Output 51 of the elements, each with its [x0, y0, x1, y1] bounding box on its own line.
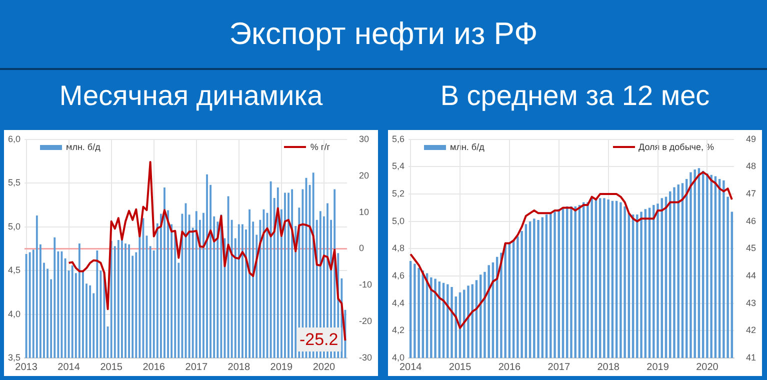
chart-subtitle: В среднем за 12 мес — [439, 80, 711, 113]
y2-tick-label: 43 — [746, 298, 756, 308]
y2-tick-label: 30 — [358, 134, 370, 144]
y-tick-label: 5,6 — [392, 134, 405, 144]
y-tick-label: 4,4 — [392, 298, 405, 308]
y-tick-label: 4,0 — [392, 352, 405, 362]
chart-subtitle: Месячная динамика — [58, 80, 324, 113]
y2-tick-label: 42 — [746, 325, 756, 336]
y-tick-label: 3,5 — [8, 352, 21, 362]
y2-tick-label: -20 — [358, 316, 372, 326]
x-tick-label: 2018 — [597, 362, 620, 373]
y2-tick-label: 46 — [746, 216, 756, 226]
chart-title: Экспорт нефти из РФ — [0, 0, 767, 70]
legend-label: % г/г — [310, 142, 330, 152]
x-tick-label: 2016 — [142, 362, 166, 373]
y-tick-label: 5,5 — [8, 178, 21, 188]
y-tick-label: 4,2 — [392, 325, 405, 336]
y2-tick-label: 49 — [746, 134, 756, 144]
y-tick-label: 4,5 — [8, 265, 21, 276]
x-tick-label: 2020 — [312, 362, 336, 373]
x-tick-label: 2015 — [100, 362, 123, 373]
y2-tick-label: 48 — [746, 161, 756, 172]
y-tick-label: 5,4 — [392, 161, 405, 172]
x-tick-label: 2013 — [15, 362, 38, 373]
y2-tick-label: 47 — [746, 188, 756, 199]
y2-tick-label: -30 — [358, 352, 372, 362]
y2-tick-label: 45 — [746, 243, 756, 254]
y-tick-label: 4,0 — [8, 308, 21, 319]
y-tick-label: 6,0 — [8, 134, 21, 144]
x-tick-label: 2017 — [548, 362, 570, 373]
x-tick-label: 2016 — [498, 362, 522, 373]
y-tick-label: 4,8 — [392, 243, 405, 254]
x-tick-label: 2014 — [58, 362, 80, 373]
y2-tick-label: 44 — [746, 270, 756, 281]
y-tick-label: 5,0 — [392, 216, 405, 226]
x-tick-label: 2015 — [448, 362, 472, 373]
y2-tick-label: 10 — [358, 206, 370, 217]
y2-tick-label: 41 — [746, 352, 756, 362]
x-tick-label: 2014 — [399, 362, 422, 373]
x-tick-label: 2020 — [696, 362, 719, 373]
y2-tick-label: -10 — [358, 280, 372, 290]
x-tick-label: 2019 — [646, 362, 670, 373]
y-tick-label: 5,2 — [392, 188, 405, 199]
y2-tick-label: 0 — [358, 243, 364, 254]
x-tick-label: 2018 — [228, 362, 250, 373]
y-tick-label: 5,0 — [8, 221, 21, 232]
x-tick-label: 2017 — [185, 362, 208, 373]
annotation: -25.2 — [299, 330, 338, 350]
x-tick-label: 2019 — [270, 362, 293, 373]
y2-tick-label: 20 — [358, 170, 370, 180]
y-tick-label: 4,6 — [392, 270, 405, 281]
